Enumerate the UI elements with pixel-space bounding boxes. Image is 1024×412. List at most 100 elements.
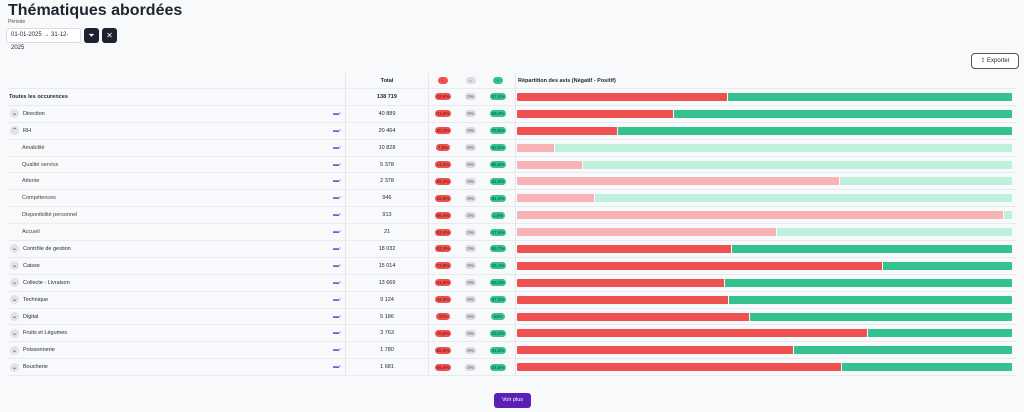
neutral-badge: 0% bbox=[465, 144, 476, 152]
positive-badge: 44,2% bbox=[489, 346, 507, 354]
neutral-badge: 0% bbox=[465, 177, 476, 185]
comments-icon[interactable]: ▬› bbox=[333, 262, 341, 269]
positive-badge: 58,2% bbox=[489, 279, 507, 287]
positive-bar-segment bbox=[840, 177, 1012, 186]
row-label: Fruits et Légumes bbox=[23, 330, 68, 337]
comments-icon[interactable]: ▬› bbox=[333, 296, 341, 303]
table-row[interactable]: ⌄ Fruits et Légumes ▬› 3 763 70,8% 0% 29,2… bbox=[8, 325, 1016, 343]
chevron-down-icon[interactable]: ⌄ bbox=[10, 261, 19, 271]
neutral-badge: 0% bbox=[465, 93, 476, 101]
table-row[interactable]: ⌄ Caisse ▬› 15 014 73,9% 0% 26,1% bbox=[8, 257, 1016, 275]
neutral-badge: 0% bbox=[465, 194, 476, 202]
table-row[interactable]: Qualité service ▬› 5 378 13,2% 0% 86,8% bbox=[8, 156, 1016, 174]
negative-badge: 42,8% bbox=[434, 296, 452, 304]
negative-bar-segment bbox=[517, 228, 776, 237]
see-more-button[interactable]: Voir plus bbox=[494, 393, 531, 408]
positive-bar-segment bbox=[617, 126, 1012, 135]
table-row[interactable]: ⌄ Direction ▬› 40 889 31,6% 0% 68,4% bbox=[8, 105, 1016, 123]
positive-bar-segment bbox=[729, 295, 1012, 304]
comments-icon[interactable]: ▬› bbox=[333, 212, 341, 219]
comments-icon[interactable]: ▬› bbox=[333, 347, 341, 354]
table-row[interactable]: ⌃ RH ▬› 20 464 20,2% 0% 79,8% bbox=[8, 122, 1016, 140]
comments-icon[interactable]: ▬› bbox=[333, 110, 341, 117]
positive-bar-segment bbox=[1004, 211, 1012, 220]
row-label: Poissonnerie bbox=[23, 347, 55, 354]
table-row[interactable]: ⌄ Collecte - Livraison ▬› 13 669 41,8% 0% … bbox=[8, 274, 1016, 292]
table-row[interactable]: ⌄ Boucherie ▬› 1 681 65,5% 0% 34,5% bbox=[8, 359, 1016, 377]
row-total: 21 bbox=[345, 224, 428, 241]
row-total: 20 464 bbox=[345, 122, 428, 139]
comments-icon[interactable]: ▬› bbox=[333, 229, 341, 236]
table-row[interactable]: Compétences ▬› 946 15,6% 0% 84,4% bbox=[8, 190, 1016, 208]
comments-icon[interactable]: ▬› bbox=[333, 178, 341, 185]
comments-icon[interactable]: ▬› bbox=[333, 279, 341, 286]
negative-badge: 42,6% bbox=[434, 93, 452, 101]
comments-icon[interactable]: ▬› bbox=[333, 161, 341, 168]
header-negative[interactable]: - bbox=[438, 77, 448, 84]
chevron-down-icon[interactable]: ⌄ bbox=[10, 345, 19, 355]
positive-badge: 92,5% bbox=[489, 144, 507, 152]
negative-badge: 47% bbox=[436, 313, 450, 321]
positive-badge: 53% bbox=[491, 313, 505, 321]
positive-badge: 57,2% bbox=[489, 296, 507, 304]
chevron-down-icon[interactable]: ⌄ bbox=[10, 328, 19, 338]
negative-bar-segment bbox=[517, 211, 1004, 220]
chevron-down-icon[interactable]: ⌄ bbox=[10, 278, 19, 288]
chevron-down-icon[interactable]: ⌄ bbox=[10, 362, 19, 372]
export-button[interactable]: ⇪ Exporter bbox=[971, 53, 1019, 69]
clear-filter-button[interactable]: ✕ bbox=[102, 28, 117, 43]
table-row[interactable]: ⌄ Poissonnerie ▬› 1 780 55,8% 0% 44,2% bbox=[8, 342, 1016, 360]
comments-icon[interactable]: ▬› bbox=[333, 313, 341, 320]
negative-bar-segment bbox=[517, 261, 883, 270]
neutral-badge: 0% bbox=[465, 161, 476, 168]
chevron-down-icon[interactable]: ⌄ bbox=[10, 312, 19, 322]
negative-bar-segment bbox=[517, 295, 729, 304]
row-label: Direction bbox=[23, 110, 45, 117]
chevron-down-icon[interactable]: ⌄ bbox=[10, 109, 19, 119]
comments-icon[interactable]: ▬› bbox=[333, 144, 341, 151]
positive-badge: 34,5% bbox=[489, 363, 507, 371]
negative-badge: 55,8% bbox=[434, 346, 452, 354]
header-neutral[interactable]: = bbox=[465, 77, 476, 84]
row-label: Qualité service bbox=[22, 161, 59, 168]
table-row[interactable]: ⌄ Technique ▬› 9 124 42,8% 0% 57,2% bbox=[8, 291, 1016, 309]
neutral-badge: 0% bbox=[465, 211, 476, 219]
period-input[interactable]: 01-01-2025 → 31-12-2025 bbox=[6, 28, 81, 51]
row-label: Accueil bbox=[22, 229, 40, 236]
row-label: RH bbox=[23, 127, 31, 134]
table-row[interactable]: Disponibilité personnel ▬› 913 98,4% 0% 1… bbox=[8, 207, 1016, 225]
negative-bar-segment bbox=[517, 244, 731, 253]
table-row[interactable]: Toutes les occurences 138 719 42,6% 0% 5… bbox=[8, 89, 1016, 106]
positive-badge: 79,8% bbox=[489, 127, 507, 135]
row-total: 1 780 bbox=[345, 342, 428, 359]
table-row[interactable]: ⌄ Contrôle de gestion ▬› 18 032 43,3% 0% 5… bbox=[8, 241, 1016, 258]
positive-bar-segment bbox=[793, 346, 1012, 355]
comments-icon[interactable]: ▬› bbox=[333, 245, 341, 252]
positive-bar-segment bbox=[731, 244, 1012, 253]
negative-bar-segment bbox=[517, 126, 617, 135]
row-total: 40 889 bbox=[345, 105, 428, 122]
negative-bar-segment bbox=[517, 177, 840, 186]
comments-icon[interactable]: ▬› bbox=[333, 364, 341, 371]
chevron-up-icon[interactable]: ⌃ bbox=[10, 126, 19, 136]
table-row[interactable]: Amabilité ▬› 10 828 7,5% 0% 92,5% bbox=[8, 139, 1016, 157]
row-total: 2 378 bbox=[345, 173, 428, 190]
header-positive[interactable]: + bbox=[493, 77, 503, 84]
row-total: 18 032 bbox=[345, 241, 428, 257]
negative-badge: 31,6% bbox=[434, 110, 452, 118]
chevron-down-icon[interactable]: ⌄ bbox=[10, 295, 19, 305]
table-row[interactable]: ⌄ Digital ▬› 5 186 47% 0% 53% bbox=[8, 308, 1016, 326]
chevron-down-icon[interactable]: ⌄ bbox=[10, 244, 19, 254]
row-label: Boucherie bbox=[23, 364, 48, 371]
table-row[interactable]: Accueil ▬› 21 52,4% 0% 47,6% bbox=[8, 224, 1016, 242]
comments-icon[interactable]: ▬› bbox=[333, 195, 341, 202]
row-total: 3 763 bbox=[345, 325, 428, 342]
comments-icon[interactable]: ▬› bbox=[333, 330, 341, 337]
negative-badge: 98,4% bbox=[434, 211, 452, 219]
filter-add-button[interactable]: ⏷ bbox=[84, 28, 99, 43]
comments-icon[interactable]: ▬› bbox=[333, 127, 341, 134]
row-label: Caisse bbox=[23, 262, 40, 269]
table-row[interactable]: Attente ▬› 2 378 65,2% 0% 34,8% bbox=[8, 173, 1016, 191]
neutral-badge: 0% bbox=[465, 262, 476, 270]
positive-bar-segment bbox=[841, 363, 1012, 372]
